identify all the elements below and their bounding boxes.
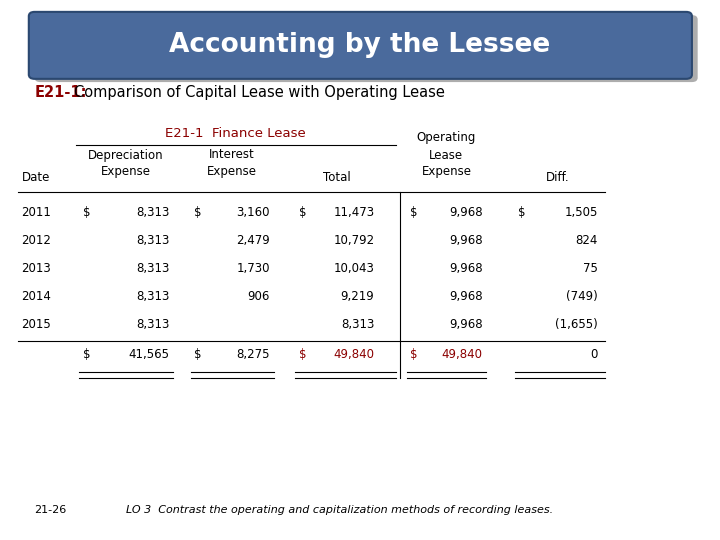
Text: 8,275: 8,275 — [236, 348, 270, 361]
Text: 9,968: 9,968 — [449, 206, 482, 219]
Text: 1,730: 1,730 — [236, 262, 270, 275]
Text: 2011: 2011 — [22, 206, 51, 219]
Text: 2013: 2013 — [22, 262, 51, 275]
Text: 9,968: 9,968 — [449, 318, 482, 331]
Text: Diff.: Diff. — [546, 171, 570, 184]
Text: $: $ — [410, 206, 418, 219]
Text: 9,219: 9,219 — [341, 290, 374, 303]
Text: LO 3  Contrast the operating and capitalization methods of recording leases.: LO 3 Contrast the operating and capitali… — [126, 505, 553, 515]
Text: 0: 0 — [590, 348, 598, 361]
Text: 9,968: 9,968 — [449, 262, 482, 275]
Text: Accounting by the Lessee: Accounting by the Lessee — [169, 32, 551, 58]
Text: (749): (749) — [566, 290, 598, 303]
Text: $: $ — [83, 206, 90, 219]
Text: E21-1  Finance Lease: E21-1 Finance Lease — [166, 127, 306, 140]
Text: Lease: Lease — [429, 149, 464, 162]
Text: $: $ — [194, 348, 202, 361]
Text: 8,313: 8,313 — [341, 318, 374, 331]
Text: $: $ — [410, 348, 418, 361]
Text: 8,313: 8,313 — [136, 262, 169, 275]
Text: 2015: 2015 — [22, 318, 51, 331]
Text: $: $ — [299, 206, 306, 219]
Text: Operating: Operating — [417, 131, 476, 144]
Text: 2,479: 2,479 — [236, 234, 270, 247]
Text: Expense: Expense — [421, 165, 472, 178]
Text: 824: 824 — [575, 234, 598, 247]
Text: 1,505: 1,505 — [564, 206, 598, 219]
Text: 21-26: 21-26 — [35, 505, 67, 515]
Text: 8,313: 8,313 — [136, 206, 169, 219]
Text: 906: 906 — [248, 290, 270, 303]
Text: Interest: Interest — [210, 148, 255, 161]
Text: 2012: 2012 — [22, 234, 51, 247]
Text: $: $ — [518, 206, 526, 219]
Text: (1,655): (1,655) — [555, 318, 598, 331]
Text: 10,792: 10,792 — [333, 234, 374, 247]
Text: 41,565: 41,565 — [128, 348, 169, 361]
Text: Comparison of Capital Lease with Operating Lease: Comparison of Capital Lease with Operati… — [74, 85, 445, 100]
Text: 49,840: 49,840 — [441, 348, 482, 361]
Text: Expense: Expense — [207, 165, 257, 178]
Text: Total: Total — [323, 171, 351, 184]
Text: 2014: 2014 — [22, 290, 51, 303]
Text: 9,968: 9,968 — [449, 290, 482, 303]
Text: 11,473: 11,473 — [333, 206, 374, 219]
Text: $: $ — [299, 348, 306, 361]
Text: E21-1:: E21-1: — [35, 85, 87, 100]
Text: 49,840: 49,840 — [333, 348, 374, 361]
Text: 8,313: 8,313 — [136, 234, 169, 247]
Text: Expense: Expense — [101, 165, 151, 178]
Text: $: $ — [83, 348, 90, 361]
Text: 75: 75 — [582, 262, 598, 275]
FancyBboxPatch shape — [35, 15, 698, 82]
Text: 9,968: 9,968 — [449, 234, 482, 247]
Text: $: $ — [194, 206, 202, 219]
FancyBboxPatch shape — [29, 12, 692, 79]
Text: 3,160: 3,160 — [236, 206, 270, 219]
Text: 8,313: 8,313 — [136, 290, 169, 303]
Text: Date: Date — [22, 171, 50, 184]
Text: 10,043: 10,043 — [333, 262, 374, 275]
Text: Depreciation: Depreciation — [88, 148, 164, 161]
Text: 8,313: 8,313 — [136, 318, 169, 331]
